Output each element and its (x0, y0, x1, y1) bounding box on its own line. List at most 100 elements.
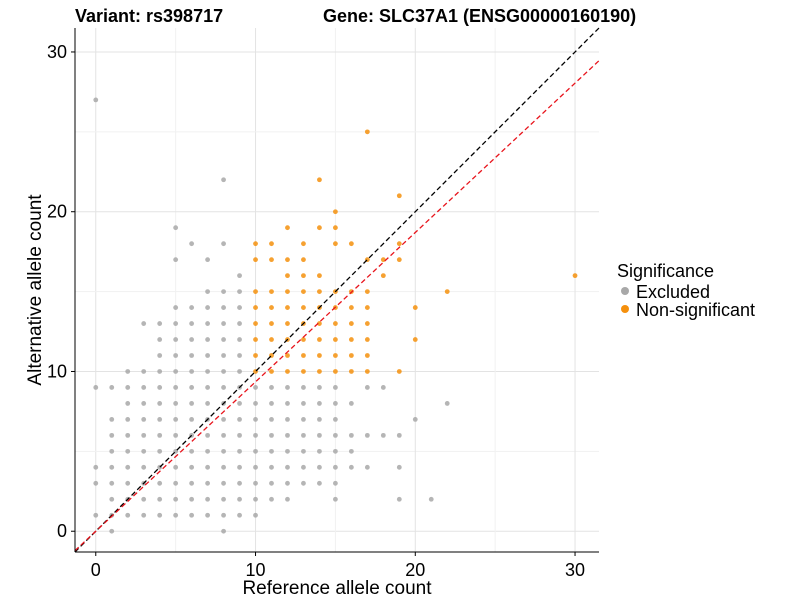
point-excluded (333, 480, 338, 486)
point-excluded (173, 432, 179, 438)
point-non-significant (317, 369, 322, 374)
point-excluded (189, 385, 195, 390)
point-excluded (157, 321, 163, 326)
point-excluded (348, 464, 354, 470)
point-excluded (253, 512, 258, 518)
point-excluded (237, 432, 242, 438)
point-excluded (205, 289, 210, 294)
point-excluded (237, 273, 242, 279)
point-excluded (205, 480, 210, 486)
point-excluded (396, 464, 402, 470)
point-non-significant (301, 337, 306, 342)
point-excluded (269, 480, 274, 486)
point-excluded (348, 432, 354, 438)
x-axis-title: Reference allele count (242, 578, 432, 599)
point-excluded (157, 432, 163, 438)
point-excluded (189, 496, 195, 502)
point-excluded (285, 448, 290, 454)
x-axis-ticks: 0 10 20 30 (91, 552, 585, 580)
point-non-significant (364, 337, 370, 342)
point-excluded (141, 385, 147, 390)
point-non-significant (396, 369, 402, 374)
point-excluded (189, 512, 195, 518)
point-excluded (428, 496, 434, 502)
point-excluded (317, 401, 322, 406)
point-non-significant (269, 289, 274, 294)
point-excluded (221, 512, 226, 518)
point-excluded (237, 480, 242, 486)
point-excluded (157, 385, 163, 390)
point-excluded (237, 353, 242, 358)
point-excluded (221, 480, 226, 486)
point-excluded (173, 369, 179, 374)
x-tick-label: 0 (91, 560, 101, 580)
point-excluded (205, 496, 210, 502)
point-excluded (237, 289, 242, 294)
point-excluded (189, 464, 195, 470)
point-excluded (141, 417, 147, 422)
point-excluded (109, 496, 115, 502)
point-non-significant (253, 241, 258, 247)
point-excluded (221, 464, 226, 470)
point-excluded (109, 528, 115, 534)
point-excluded (221, 305, 226, 310)
point-excluded (285, 496, 290, 502)
point-excluded (141, 369, 147, 374)
point-excluded (93, 97, 99, 103)
point-excluded (141, 512, 147, 518)
point-non-significant (253, 305, 258, 310)
point-excluded (285, 385, 290, 390)
point-excluded (221, 289, 226, 294)
point-non-significant (285, 369, 290, 374)
point-excluded (348, 448, 354, 454)
point-excluded (269, 385, 274, 390)
point-excluded (93, 512, 99, 518)
chart-title-gene: Gene: SLC37A1 (ENSG00000160190) (323, 6, 636, 26)
point-non-significant (285, 305, 290, 310)
point-excluded (269, 401, 274, 406)
point-excluded (317, 385, 322, 390)
point-excluded (301, 417, 306, 422)
point-excluded (285, 480, 290, 486)
point-excluded (221, 177, 226, 183)
point-excluded (173, 401, 179, 406)
point-non-significant (412, 337, 418, 342)
point-non-significant (269, 369, 274, 374)
y-tick-label: 0 (57, 521, 67, 541)
point-excluded (221, 321, 226, 326)
point-excluded (333, 417, 338, 422)
point-excluded (333, 432, 338, 438)
point-excluded (189, 321, 195, 326)
point-excluded (380, 385, 386, 390)
point-non-significant (333, 225, 338, 231)
point-excluded (221, 369, 226, 374)
point-excluded (333, 464, 338, 470)
point-non-significant (348, 369, 354, 374)
point-excluded (237, 448, 242, 454)
x-tick-label: 20 (405, 560, 425, 580)
y-axis-ticks: 0 10 20 30 (47, 42, 75, 541)
point-excluded (189, 480, 195, 486)
point-excluded (157, 369, 163, 374)
point-excluded (141, 496, 147, 502)
point-non-significant (285, 225, 290, 231)
point-non-significant (333, 337, 338, 342)
point-excluded (157, 417, 163, 422)
y-tick-label: 10 (47, 361, 67, 381)
point-excluded (237, 321, 242, 326)
point-excluded (205, 337, 210, 342)
point-excluded (157, 337, 163, 342)
point-excluded (285, 401, 290, 406)
point-non-significant (333, 321, 338, 326)
point-excluded (157, 512, 163, 518)
data-points (93, 97, 578, 534)
point-non-significant (348, 353, 354, 358)
point-non-significant (269, 305, 274, 310)
point-excluded (237, 337, 242, 342)
point-excluded (348, 401, 354, 406)
point-non-significant (572, 273, 578, 279)
point-non-significant (317, 177, 322, 183)
point-non-significant (285, 353, 290, 358)
point-non-significant (301, 289, 306, 294)
point-excluded (333, 401, 338, 406)
